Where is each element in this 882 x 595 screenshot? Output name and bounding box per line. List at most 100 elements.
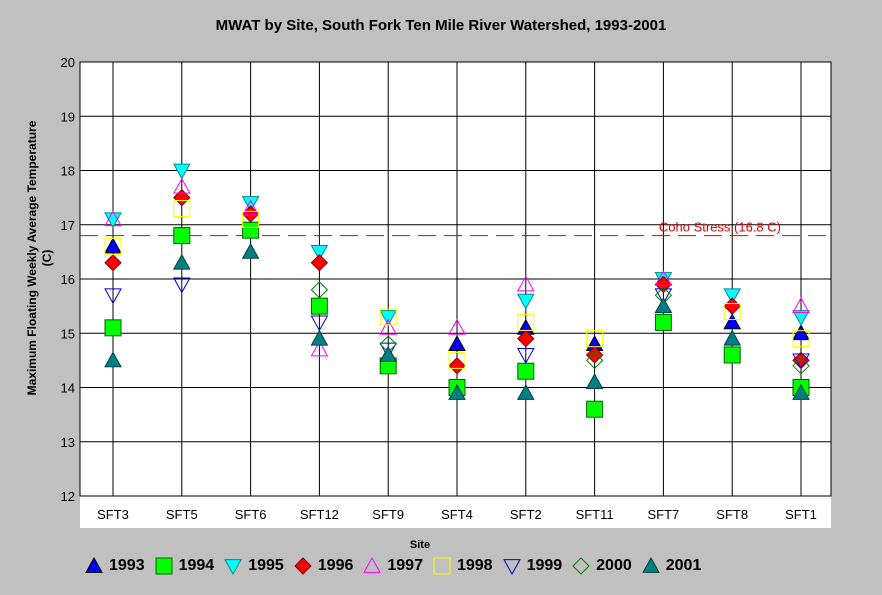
legend-marker-icon (224, 559, 243, 576)
data-point-1995 (516, 293, 535, 310)
data-point-1997 (310, 340, 329, 357)
x-tick-label: SFT12 (300, 507, 339, 522)
data-point-1998 (517, 313, 535, 331)
x-axis-label: Site (409, 539, 431, 551)
legend-item-1995: 1995 (223, 556, 284, 576)
data-point-1999 (310, 315, 329, 332)
legend-marker (294, 557, 312, 575)
data-point-1996 (310, 254, 329, 272)
legend-label: 1995 (248, 557, 284, 574)
legend-marker (155, 557, 173, 575)
data-point-2001 (241, 242, 260, 259)
data-point-1998 (586, 330, 604, 348)
legend-item-1999: 1999 (502, 556, 563, 576)
data-point-1997 (516, 275, 535, 292)
y-tick-label: 20 (61, 55, 75, 70)
x-tick-label: SFT5 (166, 507, 198, 522)
data-point-1995 (310, 244, 329, 261)
data-point-2000 (585, 351, 604, 370)
x-tick-label: SFT7 (648, 507, 680, 522)
data-point-1996 (585, 346, 604, 364)
data-point-1999 (516, 348, 535, 364)
data-point-1995 (241, 196, 260, 213)
data-point-2001 (104, 351, 122, 368)
legend-marker-icon (433, 557, 451, 575)
legend-label: 1996 (317, 557, 354, 574)
legend-marker-icon (363, 556, 382, 573)
legend-marker-icon (155, 557, 173, 575)
x-tick-label: SFT11 (576, 507, 614, 522)
x-tick-label: SFT3 (97, 507, 129, 522)
x-tick-label: SFT2 (510, 507, 542, 522)
data-point-2001 (585, 373, 604, 389)
legend-item-1996: 1996 (293, 556, 354, 576)
data-point-2001 (723, 329, 742, 346)
legend-marker-icon (572, 557, 590, 575)
data-point-1994 (586, 400, 604, 418)
legend-marker-icon (294, 557, 312, 575)
data-point-2001 (448, 383, 466, 400)
legend-label: 1997 (387, 557, 423, 574)
legend-label: 1999 (526, 557, 563, 574)
coho-stress-label: Coho Stress (16.8 C) (659, 220, 781, 235)
data-point-1995 (379, 310, 398, 327)
data-point-1994 (242, 221, 260, 239)
y-tick-label: 17 (61, 218, 75, 233)
legend-marker (433, 557, 451, 575)
data-point-1994 (310, 297, 328, 315)
data-point-1993 (792, 324, 810, 341)
data-point-1997 (241, 199, 260, 216)
data-point-1996 (448, 357, 466, 375)
data-point-1993 (448, 335, 466, 351)
data-point-2001 (379, 345, 398, 362)
data-point-1998 (242, 210, 260, 228)
legend-marker-icon (502, 559, 521, 576)
legend-item-1997: 1997 (362, 556, 423, 576)
legend-marker-icon (85, 556, 103, 573)
legend-marker (572, 557, 590, 575)
plot-background (80, 62, 831, 528)
data-point-1997 (104, 210, 122, 227)
x-tick-label: SFT4 (441, 507, 473, 522)
y-tick-label: 19 (61, 109, 75, 124)
data-point-1997 (792, 297, 810, 314)
legend-marker (85, 556, 103, 573)
legend-marker (363, 556, 382, 573)
data-point-1998 (792, 330, 810, 348)
data-point-1997 (379, 318, 398, 335)
legend-label: 1993 (109, 557, 145, 574)
legend-item-2000: 2000 (571, 556, 632, 576)
legend: 1993 1994 1995 1996 1997 1998 1999 2000 2001 (84, 555, 710, 577)
data-point-1998 (173, 199, 191, 217)
data-point-1994 (723, 346, 741, 364)
data-point-1998 (379, 308, 397, 326)
legend-item-1994: 1994 (154, 556, 215, 576)
y-tick-label: 18 (61, 164, 75, 179)
data-point-1995 (792, 310, 810, 327)
legend-label: 1994 (178, 557, 215, 574)
data-point-1997 (448, 318, 466, 335)
chart-title: MWAT by Site, South Fork Ten Mile River … (215, 17, 667, 34)
legend-label: 1998 (456, 557, 493, 574)
data-point-1996 (517, 329, 535, 348)
x-tick-label: SFT8 (716, 507, 748, 522)
data-point-1997 (172, 177, 191, 194)
legend-marker (641, 556, 660, 573)
y-tick-label: 13 (61, 435, 75, 450)
legend-label: 2000 (596, 557, 632, 574)
legend-marker (224, 559, 243, 576)
data-point-1993 (723, 313, 742, 330)
data-point-2001 (516, 383, 535, 400)
data-point-1999 (104, 288, 122, 305)
data-point-1999 (654, 288, 673, 305)
data-point-1995 (723, 288, 742, 305)
data-point-1995 (104, 212, 122, 229)
data-point-1999 (379, 342, 398, 359)
y-tick-label: 12 (61, 489, 75, 504)
legend-marker (502, 559, 521, 576)
y-tick-label: 14 (61, 381, 75, 396)
data-point-1994 (654, 313, 672, 331)
data-point-1998 (448, 351, 466, 369)
data-point-2000 (792, 357, 810, 375)
data-point-1998 (104, 237, 122, 255)
